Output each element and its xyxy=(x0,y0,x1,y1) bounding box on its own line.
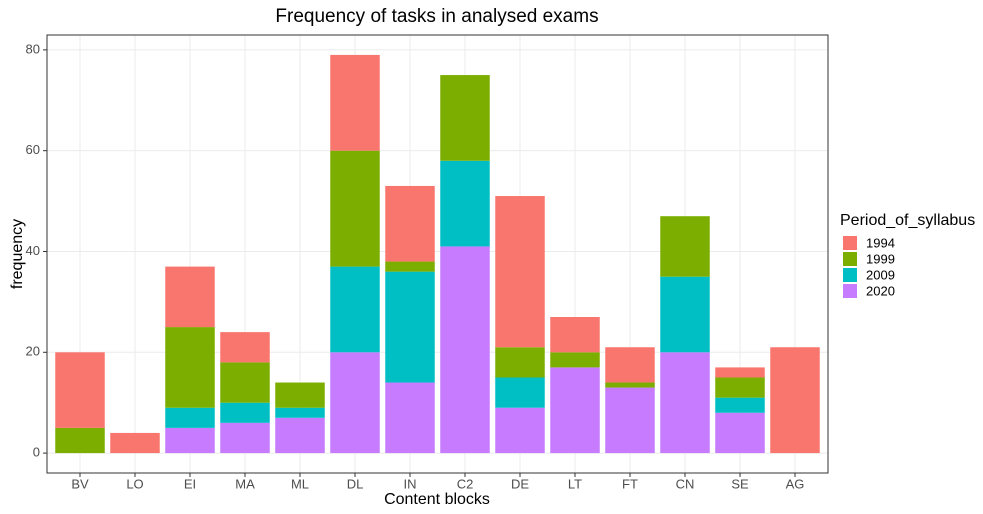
x-tick-label: IN xyxy=(404,476,417,491)
legend-label: 2020 xyxy=(866,283,895,298)
bar-segment xyxy=(440,75,490,161)
bar-segment xyxy=(605,387,655,454)
bar-segment xyxy=(385,185,435,262)
bar-segment xyxy=(55,352,105,428)
bar-segment xyxy=(495,407,545,454)
x-tick-label: AG xyxy=(786,476,805,491)
x-tick-label: LT xyxy=(568,476,582,491)
bar-segment xyxy=(385,271,435,383)
bar-segment xyxy=(330,352,380,454)
bar-segment xyxy=(385,261,435,272)
bar-segment xyxy=(165,427,215,454)
x-tick-label: ML xyxy=(291,476,309,491)
legend-label: 1994 xyxy=(866,235,895,250)
y-tick-label: 80 xyxy=(26,41,40,56)
chart-title: Frequency of tasks in analysed exams xyxy=(275,6,598,27)
x-tick-label: CN xyxy=(676,476,695,491)
bar-segment xyxy=(220,332,270,363)
y-tick-label: 60 xyxy=(26,142,40,157)
x-tick-label: DL xyxy=(347,476,364,491)
bar-segment xyxy=(550,317,600,353)
bar-segment xyxy=(165,407,215,428)
bar-segment xyxy=(715,377,765,398)
legend-title: Period_of_syllabus xyxy=(840,212,975,229)
bar-segment xyxy=(715,397,765,413)
x-tick-label: DE xyxy=(511,476,529,491)
bar-segment xyxy=(770,347,820,454)
legend-label: 2009 xyxy=(866,267,895,282)
legend-swatch xyxy=(843,252,857,266)
bar-segment xyxy=(385,382,435,454)
bar-segment xyxy=(605,347,655,383)
x-tick-label: MA xyxy=(235,476,255,491)
bar-segment xyxy=(660,352,710,454)
bar-segment xyxy=(220,422,270,454)
y-tick-label: 40 xyxy=(26,243,40,258)
bar-segment xyxy=(660,276,710,353)
bar-segment xyxy=(495,377,545,408)
bar-segment xyxy=(165,266,215,328)
x-tick-label: LO xyxy=(126,476,143,491)
bar-segment xyxy=(330,266,380,353)
bar-segment xyxy=(330,150,380,267)
bar-segment xyxy=(220,362,270,403)
bar-segment xyxy=(550,352,600,368)
legend-label: 1999 xyxy=(866,251,895,266)
bar-segment xyxy=(495,196,545,348)
bar-segment xyxy=(550,367,600,454)
bar-segment xyxy=(440,246,490,454)
bar-segment xyxy=(275,417,325,454)
bar-segment xyxy=(440,160,490,247)
bar-segment xyxy=(110,432,160,454)
legend-swatch xyxy=(843,236,857,250)
bar-segment xyxy=(660,216,710,277)
panel-border xyxy=(46,34,829,474)
bar-segment xyxy=(715,412,765,454)
legend-swatch xyxy=(843,284,857,298)
bar-segment xyxy=(165,327,215,408)
x-tick-label: BV xyxy=(71,476,89,491)
x-tick-label: C2 xyxy=(457,476,474,491)
bar-segment xyxy=(330,54,380,151)
bar-segment xyxy=(275,407,325,418)
bar-segment xyxy=(220,402,270,423)
x-tick-label: SE xyxy=(731,476,749,491)
legend-swatch xyxy=(843,268,857,282)
bar-segment xyxy=(605,382,655,388)
x-tick-label: FT xyxy=(622,476,638,491)
bar-segment xyxy=(715,367,765,378)
x-axis-label: Content blocks xyxy=(384,491,490,508)
x-tick-label: EI xyxy=(184,476,196,491)
y-tick-label: 0 xyxy=(33,445,40,460)
y-axis-label: frequency xyxy=(9,219,26,289)
bar-segment xyxy=(275,382,325,408)
bar-segment xyxy=(55,427,105,454)
y-tick-label: 20 xyxy=(26,344,40,359)
bar-segment xyxy=(495,347,545,378)
